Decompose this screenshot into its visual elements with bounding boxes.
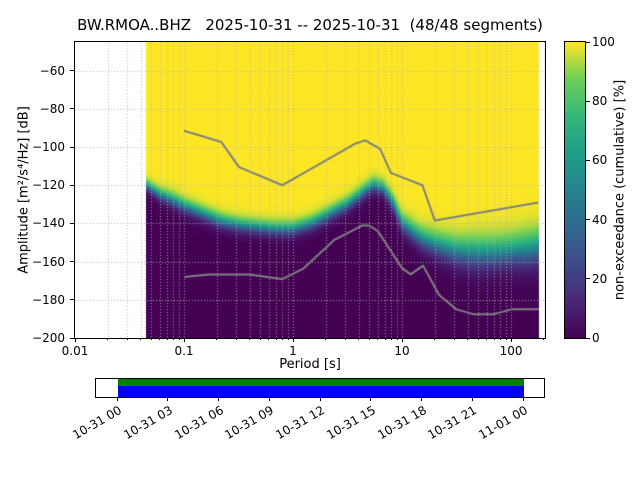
x-minor-tick-mark (434, 338, 436, 340)
x-tick-label: 10 (394, 344, 410, 358)
x-minor-tick-mark (166, 338, 168, 340)
plot-title: BW.RMOA..BHZ 2025-10-31 -- 2025-10-31 (4… (77, 16, 543, 34)
y-tick-mark (70, 146, 74, 148)
timeline-green-band (118, 379, 524, 387)
x-tick-label: 100 (499, 344, 523, 358)
colorbar-tick-label: 80 (592, 94, 608, 109)
time-tick-mark (471, 398, 473, 401)
colorbar-tick-label: 100 (592, 35, 615, 49)
y-tick-label: −100 (32, 140, 65, 155)
colorbar-tick-label: 60 (592, 153, 608, 168)
x-minor-tick-mark (344, 338, 346, 340)
x-minor-tick-mark (249, 338, 251, 340)
y-tick-label: −160 (32, 254, 65, 269)
x-minor-tick-mark (358, 338, 360, 340)
x-minor-tick-mark (384, 338, 386, 340)
y-tick-mark (70, 222, 74, 224)
colorbar-tick-label: 40 (592, 212, 608, 227)
colorbar-tick-mark (586, 41, 590, 43)
x-minor-tick-mark (107, 338, 109, 340)
x-minor-tick-mark (281, 338, 283, 340)
x-minor-tick-mark (505, 338, 507, 340)
timeline-blue-band (118, 386, 524, 397)
x-minor-tick-mark (499, 338, 501, 340)
y-tick-label: −140 (32, 216, 65, 231)
x-tick-mark (74, 338, 76, 342)
colorbar-label: non-exceedance (cumulative) [%] (612, 79, 628, 301)
y-tick-mark (70, 70, 74, 72)
x-minor-tick-mark (235, 338, 237, 340)
x-tick-mark (292, 338, 294, 342)
y-tick-mark (70, 184, 74, 186)
time-tick-mark (421, 398, 422, 401)
y-tick-label: −180 (32, 292, 65, 307)
timeline-coverage-bar (118, 379, 524, 397)
x-minor-tick-mark (377, 338, 379, 340)
time-tick-mark (268, 398, 270, 401)
x-tick-mark (510, 338, 512, 342)
x-minor-tick-mark (396, 338, 398, 340)
y-tick-label: −200 (32, 331, 65, 345)
time-tick-mark (167, 398, 169, 401)
x-minor-tick-mark (477, 338, 479, 340)
time-tick-mark (218, 398, 219, 401)
time-tick-mark (319, 398, 321, 401)
x-minor-tick-mark (150, 338, 152, 340)
x-minor-tick-mark (493, 338, 495, 340)
x-tick-label: 0.1 (174, 344, 194, 358)
colorbar-tick-mark (586, 278, 590, 280)
x-minor-tick-mark (140, 338, 142, 340)
x-minor-tick-mark (368, 338, 370, 340)
x-minor-tick-mark (543, 338, 545, 340)
time-tick-mark (522, 398, 524, 401)
x-tick-mark (183, 338, 185, 342)
colorbar-tick-mark (586, 219, 590, 221)
colorbar-tick-label: 20 (592, 271, 608, 286)
colorbar-tick-mark (586, 159, 590, 161)
x-minor-tick-mark (259, 338, 261, 340)
x-minor-tick-mark (178, 338, 180, 340)
x-minor-tick-mark (216, 338, 218, 340)
x-minor-tick-mark (390, 338, 392, 340)
x-minor-tick-mark (172, 338, 174, 340)
x-minor-tick-mark (287, 338, 289, 340)
x-tick-mark (401, 338, 403, 342)
y-tick-label: −80 (39, 101, 65, 116)
x-tick-label: 0.01 (61, 344, 89, 358)
timeline-box (95, 378, 545, 398)
colorbar-tick-mark (586, 100, 590, 102)
x-minor-tick-mark (268, 338, 270, 340)
y-tick-mark (70, 337, 74, 339)
x-minor-tick-mark (467, 338, 469, 340)
x-minor-tick-mark (275, 338, 277, 340)
y-tick-mark (70, 261, 74, 263)
y-tick-mark (70, 108, 74, 110)
x-minor-tick-mark (126, 338, 128, 340)
plot-area (75, 42, 545, 338)
x-minor-tick-mark (453, 338, 455, 340)
x-minor-tick-mark (486, 338, 488, 340)
time-tick-mark (370, 398, 372, 401)
colorbar-tick-mark (586, 337, 590, 339)
x-minor-tick-mark (159, 338, 161, 340)
y-tick-mark (70, 299, 74, 301)
y-tick-label: −120 (32, 178, 65, 193)
x-tick-label: 1 (289, 344, 297, 358)
x-minor-tick-mark (325, 338, 327, 340)
colorbar-gradient (565, 42, 585, 338)
y-tick-label: −60 (39, 63, 65, 78)
ppsd-heatmap-canvas (75, 42, 545, 338)
colorbar-tick-label: 0 (592, 331, 600, 345)
time-tick-mark (116, 398, 118, 401)
x-axis-label: Period [s] (279, 357, 341, 372)
colorbar (564, 41, 586, 339)
